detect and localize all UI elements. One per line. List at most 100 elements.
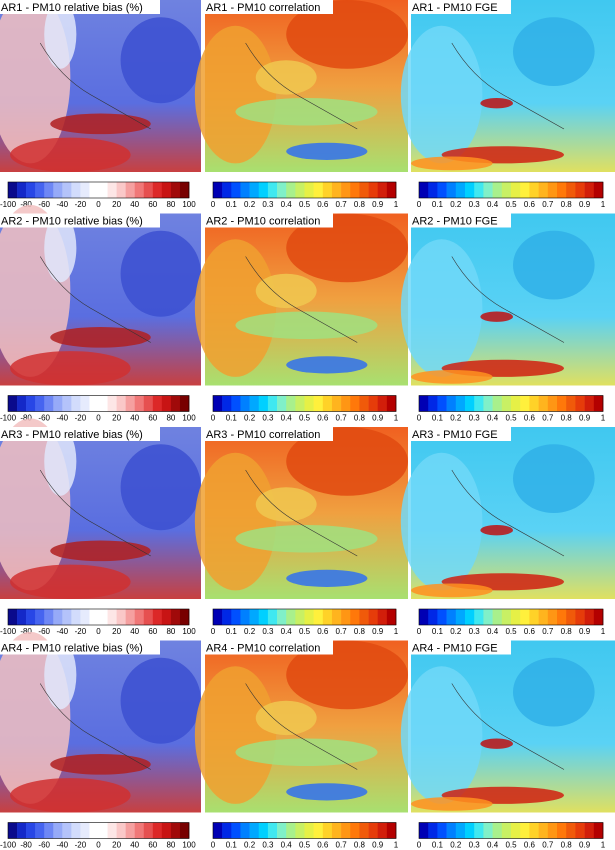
map-region	[50, 327, 151, 348]
colorbar-segment	[547, 182, 558, 198]
colorbar-segment	[277, 822, 287, 839]
colorbar-segment	[359, 395, 369, 412]
colorbar-segment	[71, 822, 81, 839]
map-region	[235, 738, 378, 767]
map-region	[286, 142, 368, 160]
colorbar-segment	[80, 395, 90, 412]
coastline	[245, 256, 358, 343]
colorbar-segment	[179, 822, 190, 839]
panel-title: AR4 - PM10 FGE	[412, 642, 498, 654]
colorbar-segment	[286, 609, 296, 625]
colorbar-tick-label: -80	[20, 200, 32, 209]
map-panel: AR3 - PM10 FGE 0 0.1 0.2 0.3 0.4 0.5 0.6 0.7 0.8 0…	[400, 427, 615, 636]
colorbar-segment	[313, 395, 324, 412]
map-region	[400, 239, 483, 377]
colorbar-segment	[377, 609, 388, 625]
colorbar-segment	[437, 182, 447, 198]
colorbar-tick-label: -100	[0, 200, 17, 209]
colorbar-segment	[584, 822, 595, 839]
map-panel: AR3 - PM10 relative bias (%) -100 -80 -60 -4…	[0, 418, 201, 636]
colorbar-segment	[455, 182, 466, 198]
colorbar-tick-label: 0.2	[244, 627, 256, 636]
colorbar-tick-label: 0.3	[469, 627, 481, 636]
colorbar-segment	[107, 609, 117, 625]
colorbar-segment	[62, 395, 72, 412]
map-region	[400, 452, 483, 591]
colorbar-segment	[322, 395, 333, 412]
colorbar-segment	[557, 182, 567, 198]
colorbar-tick-label: -20	[75, 841, 87, 850]
colorbar-segment	[231, 182, 241, 198]
colorbar-segment	[520, 822, 530, 839]
colorbar-segment	[341, 609, 351, 625]
colorbar-segment	[125, 822, 135, 839]
map-region	[10, 351, 131, 386]
colorbar-segment	[501, 182, 512, 198]
colorbar-tick-label: 1	[601, 841, 606, 850]
panel-title: AR3 - PM10 correlation	[206, 429, 320, 441]
colorbar-tick-label: 0.4	[281, 841, 293, 850]
coastline	[451, 42, 565, 130]
colorbar-segment	[26, 822, 36, 839]
colorbar-segment	[304, 822, 314, 839]
colorbar-tick-label: 0.2	[244, 414, 256, 423]
colorbar-tick-label: 0.6	[524, 200, 536, 209]
colorbar-segment	[368, 822, 378, 839]
map-region	[255, 700, 317, 736]
colorbar-segment	[386, 182, 397, 198]
map-region	[255, 60, 317, 95]
colorbar-segment	[213, 609, 223, 625]
coastline	[451, 469, 565, 557]
colorbar-tick-label: 1	[394, 200, 399, 209]
colorbar-segment	[71, 395, 81, 412]
map-region	[286, 213, 408, 283]
colorbar-segment	[277, 182, 287, 198]
colorbar-tick-label: 0.8	[561, 627, 573, 636]
colorbar-segment	[557, 822, 567, 839]
colorbar-tick-label: 0.3	[262, 414, 274, 423]
colorbar-tick-label: 0	[96, 200, 101, 209]
colorbar-tick-label: 60	[148, 841, 157, 850]
map-panel: AR1 - PM10 FGE 0 0.1 0.2 0.3 0.4 0.5 0.6 0.7 0.8 0…	[400, 0, 615, 209]
colorbar-segment	[249, 395, 260, 412]
colorbar-segment	[538, 182, 549, 198]
map-region	[513, 230, 595, 300]
colorbar-segment	[134, 609, 145, 625]
map-region	[194, 452, 277, 591]
colorbar-segment	[437, 609, 447, 625]
map-region	[10, 137, 131, 172]
colorbar-segment	[179, 395, 190, 412]
panel-title: AR3 - PM10 relative bias (%)	[1, 429, 143, 441]
colorbar-segment	[566, 182, 576, 198]
map-region	[255, 487, 317, 522]
colorbar-segment	[359, 609, 369, 625]
colorbar-segment	[377, 182, 388, 198]
map-region	[44, 640, 77, 710]
colorbar-segment	[107, 822, 117, 839]
colorbar-segment	[341, 822, 351, 839]
coastline	[451, 256, 565, 343]
panel-title-box	[0, 0, 160, 14]
map-panel: AR1 - PM10 correlation 0 0.1 0.2 0.3 0.4 0.5 0.…	[194, 0, 408, 209]
colorbar-segment	[116, 822, 126, 839]
colorbar-segment	[331, 395, 342, 412]
colorbar-tick-label: 0.4	[487, 841, 499, 850]
colorbar-segment	[258, 822, 269, 839]
colorbar-segment	[143, 395, 154, 412]
colorbar-segment	[419, 182, 429, 198]
colorbar-segment	[538, 822, 549, 839]
colorbar-segment	[304, 395, 314, 412]
colorbar-tick-label: 60	[148, 200, 157, 209]
panel-title: AR4 - PM10 correlation	[206, 642, 320, 654]
colorbar-frame	[212, 395, 397, 412]
colorbar-segment	[575, 822, 585, 839]
colorbar-tick-label: 1	[394, 627, 399, 636]
colorbar-segment	[501, 395, 512, 412]
colorbar-segment	[8, 822, 18, 839]
colorbar-segment	[80, 182, 90, 198]
colorbar-segment	[483, 822, 493, 839]
colorbar-tick-label: -60	[38, 841, 50, 850]
map-panel: AR1 - PM10 relative bias (%) -100 -80 -60 -4…	[0, 0, 201, 209]
colorbar-tick-label: 0.6	[524, 841, 536, 850]
